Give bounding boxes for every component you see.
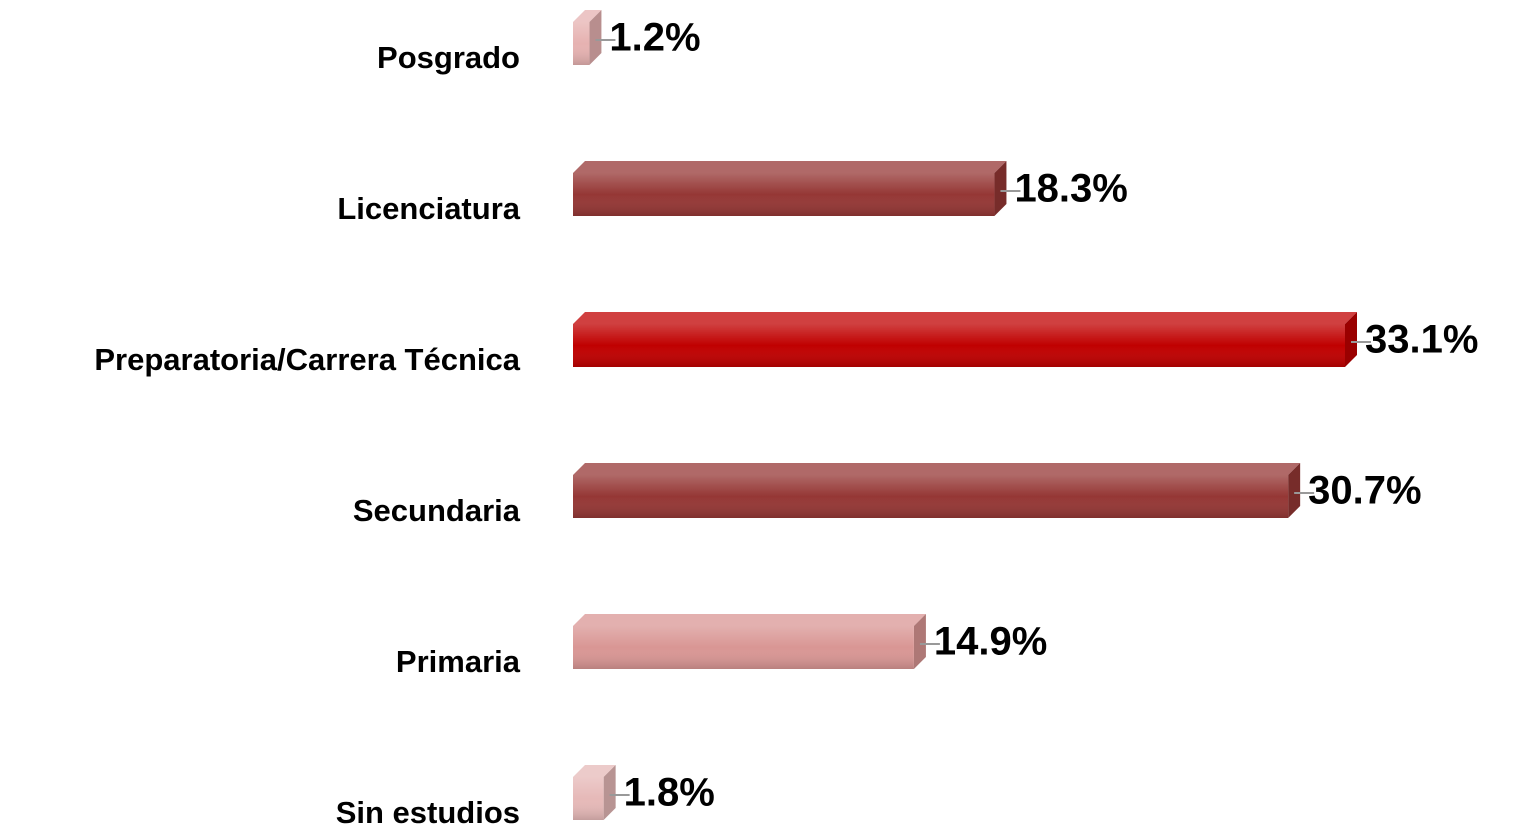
- category-label: Posgrado: [377, 40, 520, 75]
- value-label: 33.1%: [1365, 318, 1478, 362]
- bar-top: [573, 765, 616, 777]
- category-label: Primaria: [396, 644, 521, 679]
- bar-shade: [573, 777, 604, 820]
- bar-side: [994, 161, 1007, 216]
- bar-shade: [573, 22, 590, 65]
- bar-top: [573, 10, 602, 22]
- bar-shade: [573, 475, 1289, 518]
- bar-side: [1345, 312, 1357, 367]
- category-label: Licenciatura: [337, 191, 520, 226]
- value-label: 14.9%: [934, 620, 1047, 664]
- bar-side: [1288, 463, 1301, 518]
- value-label: 1.8%: [624, 771, 715, 815]
- bar-shade: [573, 324, 1345, 367]
- bar-top: [573, 312, 1357, 324]
- bar-top: [573, 614, 926, 626]
- value-label: 18.3%: [1014, 167, 1127, 211]
- category-label: Sin estudios: [336, 795, 520, 830]
- bar-shade: [573, 173, 995, 216]
- bar-top: [573, 161, 1007, 173]
- value-label: 30.7%: [1308, 469, 1421, 513]
- bar-top: [573, 463, 1301, 475]
- category-label: Preparatoria/Carrera Técnica: [94, 342, 520, 377]
- category-label: Secundaria: [353, 493, 521, 528]
- bar-side: [913, 614, 926, 669]
- bar-side: [589, 10, 602, 65]
- bar-side: [603, 765, 616, 820]
- value-label: 1.2%: [609, 16, 700, 60]
- bar-shade: [573, 626, 914, 669]
